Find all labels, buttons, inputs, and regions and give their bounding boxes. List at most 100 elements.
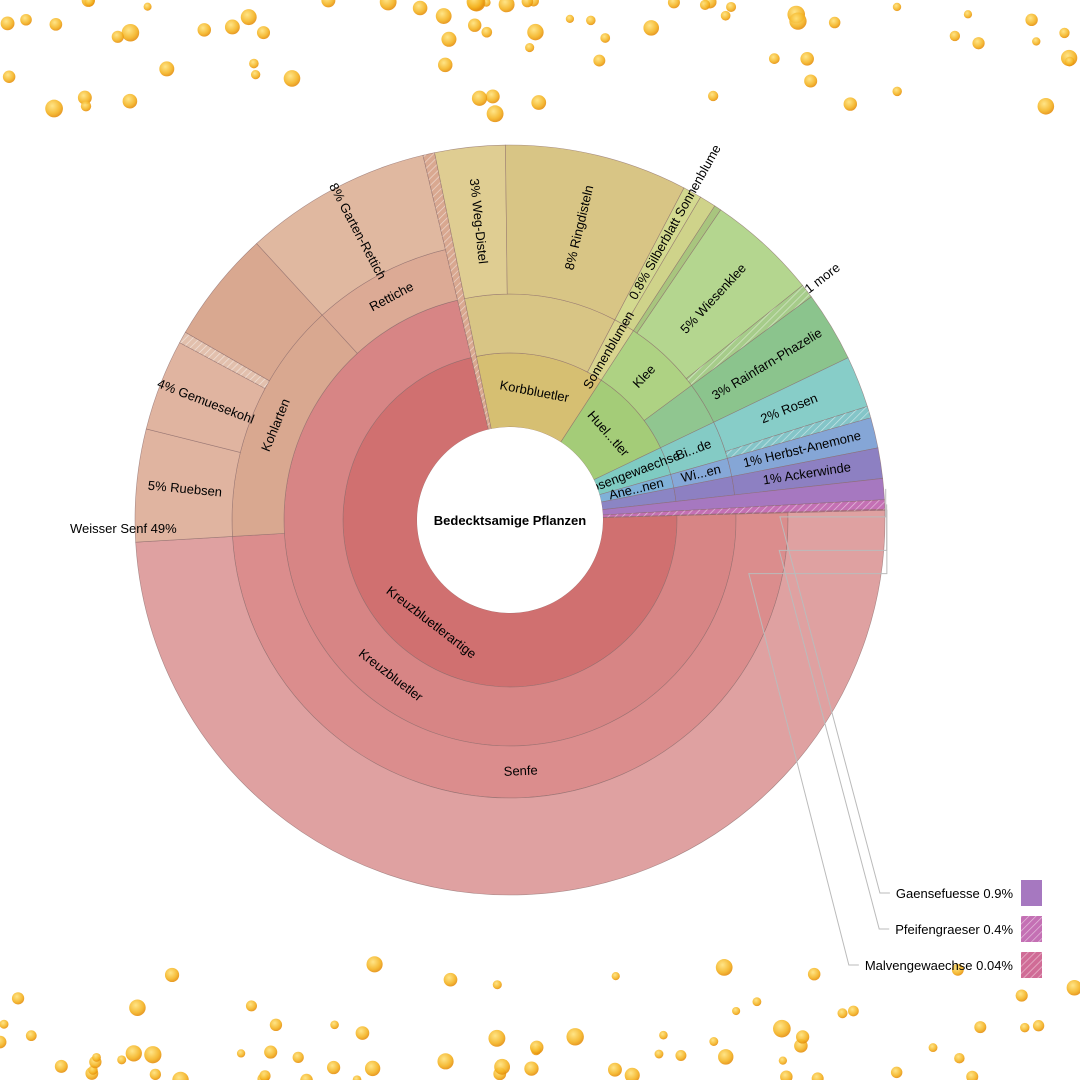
pollen-grain [608,1062,622,1077]
pollen-grain [164,967,180,983]
pollen-grain [524,1061,539,1076]
pollen-grain [654,1049,664,1059]
pollen-grain [159,61,175,77]
pollen-grain [466,0,485,11]
pollen-grain [379,0,397,11]
pollen-grain [593,54,606,67]
pollen-grain [726,1,737,12]
ring-label-senfe: Senfe [503,762,538,778]
pollen-grain [352,1075,362,1080]
pollen-grain [966,1070,979,1080]
pollen-grain [494,1058,510,1075]
pollen-grain [20,13,32,26]
pollen-grain [256,26,271,40]
pollen-grain [117,1055,127,1065]
legend-swatch-gaensefuesse[interactable] [1021,880,1042,906]
pollen-grain [481,26,493,38]
pollen-grain [172,1071,189,1080]
legend-label-pfeifengraeser: Pfeifengraeser 0.4% [895,922,1013,937]
pollen-grain [707,90,719,102]
pollen-grain [2,70,16,84]
pollen-grain [1015,989,1028,1002]
pollen-grain [364,1060,381,1077]
pollen-grain [715,959,733,976]
pollen-grain [125,1045,142,1062]
pollen-grain [54,1059,68,1073]
pollen-grain [828,16,841,29]
pollen-grain [355,1026,370,1040]
pollen-grain [848,1005,859,1017]
pollen-grain [437,1053,454,1070]
pollen-grain [0,1019,9,1029]
pollen-grain [795,1030,810,1044]
pollen-grain [197,23,212,37]
legend-leader-line [748,509,888,966]
pollen-grain [1025,13,1038,27]
pollen-grain [485,89,500,104]
pollen-grain [283,70,301,87]
pollen-grain [643,20,659,36]
pollen-grain [488,1029,506,1047]
pollen-grain [718,1049,734,1065]
pollen-grain [412,0,428,16]
pollen-grain [49,18,63,31]
pollen-grain [521,0,534,8]
leaf-label-weisser-senf: Weisser Senf 49% [70,521,177,536]
legend-leader-line [779,488,890,894]
pollen-grain [928,1043,938,1053]
wedge-weisser-senf[interactable] [135,509,886,896]
pollen-grain [240,9,257,26]
pollen-grain [773,1019,791,1038]
pollen-grain [11,992,25,1005]
pollen-grain [84,0,95,7]
pollen-grain [949,30,961,42]
sunburst-rings [134,144,886,896]
leaf-label-1-more: 1 more [802,260,843,297]
pollen-grain [468,18,482,32]
pollen-grain [789,12,807,30]
pollen-grain [720,10,731,21]
pollen-grain [667,0,680,9]
pollen-grain [326,1060,341,1075]
pollen-grain [441,31,457,47]
pollen-grain [25,1030,37,1042]
pollen-grain [121,23,140,42]
pollen-grain [811,1072,824,1080]
pollen-grain [292,1051,304,1063]
pollen-grain [1032,37,1041,46]
pollen-grain [525,42,535,53]
pollen-grain [963,10,973,19]
pollen-grain [45,99,63,118]
pollen-grain [529,1040,544,1055]
pollen-grain [438,57,453,73]
pollen-grain [245,1000,257,1012]
pollen-grain [586,15,596,26]
pollen-grain [366,956,383,973]
pollen-grain [498,0,515,13]
legend-swatch-hatch [1021,916,1042,942]
legend-swatch-hatch [1021,952,1042,978]
pollen-grain [800,52,814,66]
pollen-grain [1066,980,1080,996]
pollen-grain [566,1028,584,1046]
pollen-grain [752,997,762,1007]
center-hole [417,427,603,613]
pollen-grain [0,1035,7,1049]
pollen-grain [77,90,92,105]
pollen-grain [486,105,504,123]
pollen-grain [80,100,92,112]
pollen-grain [892,2,902,12]
pollen-grain [1032,1020,1045,1032]
pollen-grain [659,1030,668,1040]
legend-label-malvengewaechse: Malvengewaechse 0.04% [865,958,1014,973]
pollen-grain [778,1056,788,1065]
pollen-grain [149,1068,162,1080]
pollen-grain [780,1070,793,1080]
pollen-grain [269,1018,283,1031]
pollen-grain [443,972,458,987]
pollen-grain [111,30,124,43]
pollen-grain [122,93,138,109]
legend-label-gaensefuesse: Gaensefuesse 0.9% [896,886,1014,901]
pollen-grain [1020,1022,1030,1033]
pollen-grain [236,1049,246,1058]
